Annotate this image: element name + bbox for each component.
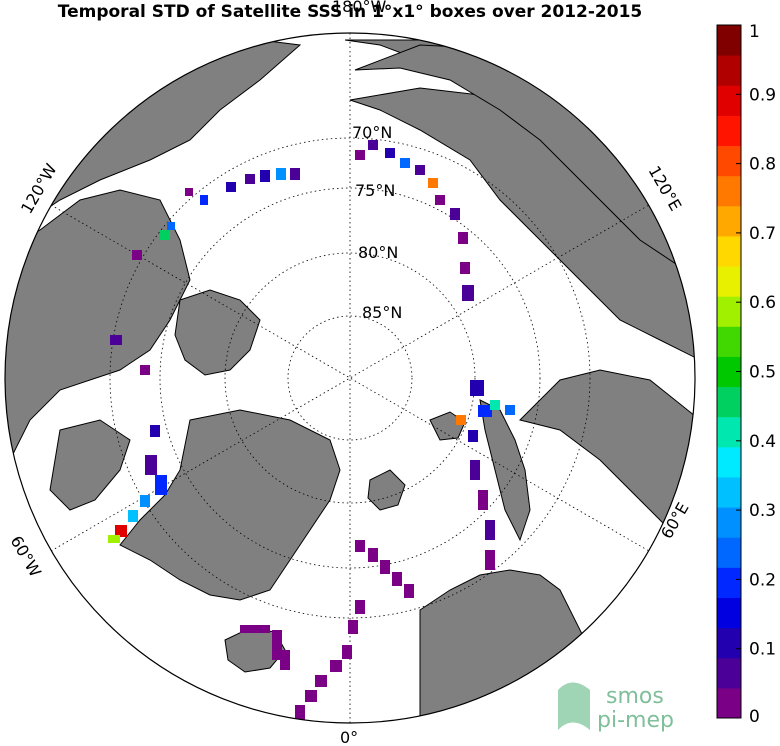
colorbar-tick-label: 0.4 bbox=[749, 432, 776, 452]
colorbar-band bbox=[717, 25, 741, 56]
land-greenland bbox=[119, 409, 341, 601]
parallel-75 bbox=[159, 187, 541, 569]
lon-label-120e: 120°E bbox=[645, 163, 686, 215]
map-title: Temporal STD of Satellite SSS in 1°x1° b… bbox=[57, 2, 643, 22]
colorbar-band bbox=[717, 446, 741, 478]
colorbar-tick-label: 0.8 bbox=[749, 155, 776, 175]
colorbar-band bbox=[717, 55, 741, 86]
colorbar-tick-label: 0.5 bbox=[749, 363, 776, 383]
colorbar-band bbox=[717, 597, 741, 629]
lon-label-bottom: 0° bbox=[340, 728, 358, 746]
colorbar-band bbox=[717, 567, 741, 598]
colorbar-band bbox=[717, 205, 741, 237]
lat-label-85: 85°N bbox=[362, 303, 402, 322]
colorbar-bands bbox=[717, 25, 741, 719]
colorbar-tick-label: 0.2 bbox=[749, 570, 776, 590]
land-novaya-zemlya bbox=[479, 399, 531, 542]
colorbar-tick-label: 1 bbox=[749, 22, 760, 42]
colorbar-tick-label: 0.1 bbox=[749, 640, 776, 660]
colorbar-tick-label: 0.6 bbox=[749, 293, 776, 313]
lat-label-70: 70°N bbox=[352, 123, 392, 142]
lon-label-top: 180°W bbox=[332, 0, 387, 16]
colorbar-tick-label: 0 bbox=[749, 707, 760, 727]
watermark-line2: pi-mep bbox=[597, 708, 674, 733]
colorbar-band bbox=[717, 386, 741, 418]
colorbar-band bbox=[717, 115, 741, 147]
colorbar-band bbox=[717, 687, 741, 719]
colorbar-band bbox=[717, 476, 741, 508]
land-ellesmere bbox=[174, 289, 261, 376]
colorbar-ticks: 0 0.1 0.2 0.3 0.4 0.5 0.6 0.7 0.8 0.9 1 bbox=[736, 22, 776, 727]
land-baffin bbox=[49, 419, 131, 511]
watermark-logo: smos pi-mep bbox=[558, 682, 674, 733]
colorbar-band bbox=[717, 85, 741, 116]
land-russia-west bbox=[519, 369, 695, 562]
lat-label-75: 75°N bbox=[355, 181, 395, 200]
colorbar-tick-label: 0.3 bbox=[749, 501, 776, 521]
colorbar-tick-label: 0.7 bbox=[749, 224, 776, 244]
colorbar-band bbox=[717, 657, 741, 689]
parallel-80 bbox=[224, 252, 476, 504]
colorbar-band bbox=[717, 145, 741, 177]
colorbar-band bbox=[717, 537, 741, 568]
parallel-85 bbox=[287, 315, 413, 441]
land-svalbard bbox=[367, 469, 406, 511]
watermark-line1: smos bbox=[606, 684, 664, 709]
colorbar-band bbox=[717, 627, 741, 659]
colorbar-tick-label: 0.9 bbox=[749, 85, 776, 105]
std-boxes bbox=[108, 140, 515, 723]
colorbar-band bbox=[717, 416, 741, 448]
colorbar-band bbox=[717, 175, 741, 207]
land-canada bbox=[5, 189, 191, 501]
logo-waves-icon bbox=[558, 682, 590, 730]
colorbar-band bbox=[717, 326, 741, 357]
map-boundary bbox=[4, 32, 696, 724]
lat-label-80: 80°N bbox=[358, 243, 398, 262]
lat-labels: 70°N 75°N 80°N 85°N bbox=[352, 123, 402, 322]
colorbar-band bbox=[717, 235, 741, 267]
colorbar: 0 0.1 0.2 0.3 0.4 0.5 0.6 0.7 0.8 0.9 1 bbox=[716, 22, 776, 727]
graticule bbox=[50, 33, 650, 723]
colorbar-band bbox=[717, 296, 741, 327]
lon-label-60w: 60°W bbox=[7, 533, 46, 581]
colorbar-band bbox=[717, 266, 741, 297]
colorbar-band bbox=[717, 507, 741, 538]
map-disk bbox=[5, 33, 695, 723]
